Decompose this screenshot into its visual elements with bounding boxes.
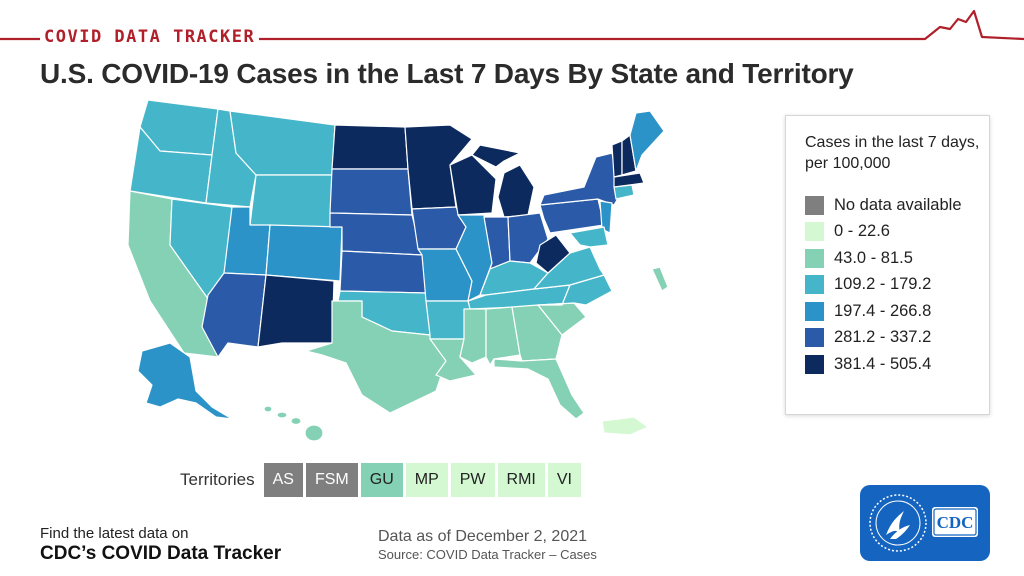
page-title: U.S. COVID-19 Cases in the Last 7 Days B… xyxy=(40,58,854,89)
legend-label: 381.4 - 505.4 xyxy=(834,354,932,373)
state-wyoming xyxy=(249,174,333,228)
territory-chip: MP xyxy=(405,463,448,497)
legend: Cases in the last 7 days, per 100,000 No… xyxy=(785,115,990,415)
state-mississippi xyxy=(459,308,487,364)
state-hawaii xyxy=(263,405,324,442)
legend-swatch xyxy=(805,301,824,321)
state-colorado xyxy=(265,224,343,282)
island-small xyxy=(651,266,669,292)
legend-label: 281.2 - 337.2 xyxy=(834,328,932,347)
legend-item: 109.2 - 179.2 xyxy=(805,272,962,299)
state-new-jersey xyxy=(599,200,613,234)
territories-label: Territories xyxy=(180,470,255,489)
state-wisconsin xyxy=(449,154,497,216)
legend-label: 0 - 22.6 xyxy=(834,222,890,241)
tracker-link-text: CDC’s COVID Data Tracker xyxy=(40,543,282,564)
state-new-york xyxy=(539,152,621,206)
territory-chip: FSM xyxy=(305,463,358,497)
legend-item: 197.4 - 266.8 xyxy=(805,298,962,325)
find-latest-text: Find the latest data on xyxy=(40,525,189,542)
legend-label: 109.2 - 179.2 xyxy=(834,275,932,294)
cdc-logo: CDC xyxy=(860,485,990,561)
legend-swatch xyxy=(805,195,824,215)
state-west-virginia xyxy=(535,234,571,274)
banner-line xyxy=(0,9,1024,41)
source-text: Source: COVID Data Tracker – Cases xyxy=(378,547,597,562)
legend-label: 197.4 - 266.8 xyxy=(834,301,932,320)
cdc-logo-text: CDC xyxy=(937,513,974,532)
territory-chip: AS xyxy=(263,463,303,497)
legend-title: Cases in the last 7 days, per 100,000 xyxy=(805,134,980,172)
legend-item: 381.4 - 505.4 xyxy=(805,351,962,378)
legend-swatch xyxy=(805,222,824,242)
state-florida xyxy=(493,358,585,420)
state-michigan-upper xyxy=(471,144,521,168)
state-texas xyxy=(305,300,447,414)
hhs-seal-icon: CDC xyxy=(869,494,978,552)
state-south-dakota xyxy=(329,168,413,216)
legend-item: 0 - 22.6 xyxy=(805,219,962,246)
state-new-mexico xyxy=(257,274,335,348)
legend-swatch xyxy=(805,354,824,374)
data-as-of: Data as of December 2, 2021 xyxy=(378,528,588,545)
legend-swatch xyxy=(805,328,824,348)
territory-chip: VI xyxy=(547,463,581,497)
legend-swatch xyxy=(805,248,824,268)
legend-item: 281.2 - 337.2 xyxy=(805,325,962,352)
state-kansas xyxy=(339,250,427,294)
legend-label: 43.0 - 81.5 xyxy=(834,248,913,267)
territory-chip: GU xyxy=(360,463,403,497)
state-north-dakota xyxy=(331,124,409,170)
legend-label: No data available xyxy=(834,195,962,214)
state-alaska xyxy=(137,342,233,420)
us-map xyxy=(127,99,669,442)
state-vermont xyxy=(611,140,623,178)
state-nebraska xyxy=(329,212,423,256)
banner-title: COVID DATA TRACKER xyxy=(40,27,260,47)
legend-swatch xyxy=(805,275,824,295)
state-massachusetts xyxy=(613,172,645,188)
state-delaware-maryland xyxy=(569,226,609,248)
territory-chip: RMI xyxy=(497,463,545,497)
territory-chip: PW xyxy=(450,463,495,497)
legend-item: 43.0 - 81.5 xyxy=(805,245,962,272)
state-michigan-lower xyxy=(497,164,535,218)
legend-list: No data available 0 - 22.6 43.0 - 81.5 1… xyxy=(805,192,962,378)
territory-puerto-rico xyxy=(601,416,649,436)
legend-item: No data available xyxy=(805,192,962,219)
state-maine xyxy=(629,110,665,172)
territories-row: Territories AS FSM GU MP PW RMI VI xyxy=(180,463,584,497)
